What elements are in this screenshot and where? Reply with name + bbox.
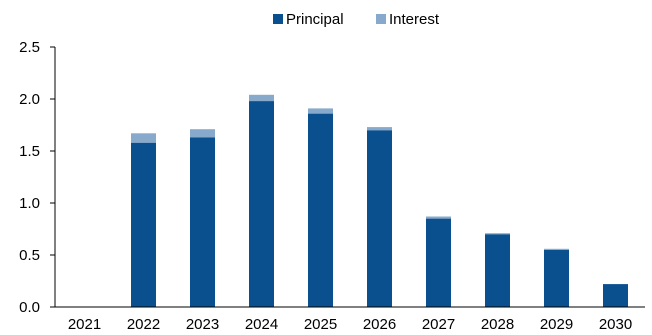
legend-label-principal: Principal <box>286 11 344 28</box>
x-tick-label-2028: 2028 <box>481 316 514 333</box>
bar-principal-2029 <box>544 249 569 307</box>
bar-principal-2025 <box>308 113 333 307</box>
bar-interest-2029 <box>544 248 569 250</box>
bar-interest-2026 <box>367 127 392 131</box>
y-tick-label: 1.0 <box>19 195 40 212</box>
x-tick-label-2021: 2021 <box>68 316 101 333</box>
y-tick-labels: 0.0 0.5 1.0 1.5 2.0 2.5 <box>19 39 40 316</box>
bar-interest-2022 <box>131 133 156 143</box>
x-tick-label-2027: 2027 <box>422 316 455 333</box>
bar-principal-2023 <box>190 137 215 307</box>
bar-interest-2024 <box>249 94 274 101</box>
bar-principal-2024 <box>249 101 274 307</box>
x-tick-labels: 2021 2022 2023 2024 2025 2026 2027 2028 2029 2030 <box>68 316 632 333</box>
y-tick-label: 2.5 <box>19 39 40 56</box>
x-tick-label-2024: 2024 <box>245 316 278 333</box>
chart-legend: Principal Interest <box>273 11 440 28</box>
bars-group <box>131 94 628 307</box>
bar-principal-2028 <box>485 234 510 307</box>
bar-principal-2027 <box>426 218 451 307</box>
legend-label-interest: Interest <box>389 11 440 28</box>
x-tick-label-2029: 2029 <box>540 316 573 333</box>
x-tick-label-2030: 2030 <box>599 316 632 333</box>
bar-interest-2027 <box>426 216 451 219</box>
bar-principal-2030 <box>603 284 628 307</box>
axes-group <box>50 46 645 308</box>
legend-swatch-principal <box>273 14 283 24</box>
y-tick-label: 0.0 <box>19 299 40 316</box>
bar-interest-2025 <box>308 108 333 114</box>
bar-interest-2023 <box>190 129 215 138</box>
x-tick-label-2025: 2025 <box>304 316 337 333</box>
y-tick-label: 2.0 <box>19 91 40 108</box>
y-tick-label: 0.5 <box>19 247 40 264</box>
bar-principal-2026 <box>367 130 392 307</box>
x-tick-label-2026: 2026 <box>363 316 396 333</box>
y-tick-label: 1.5 <box>19 143 40 160</box>
bar-principal-2022 <box>131 142 156 307</box>
legend-swatch-interest <box>376 14 386 24</box>
x-tick-label-2023: 2023 <box>186 316 219 333</box>
bar-interest-2028 <box>485 233 510 235</box>
x-tick-label-2022: 2022 <box>127 316 160 333</box>
